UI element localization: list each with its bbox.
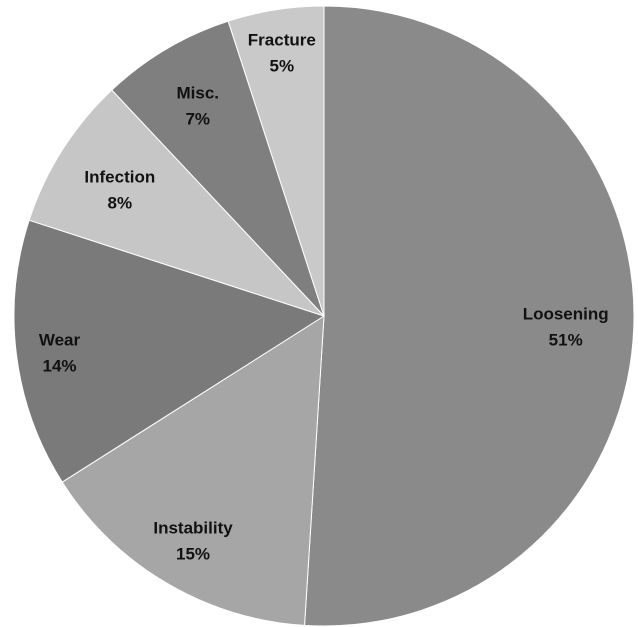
slice-name: Infection (84, 167, 155, 186)
pie-label-misc: Misc. 7% (176, 84, 219, 129)
pie-labels: Loosening 51% Instability 15% Wear 14% Infecti… (39, 31, 609, 564)
pie-slice-instability (61, 315, 325, 626)
slice-name: Wear (39, 330, 81, 349)
pie-label-infection: Infection 8% (84, 167, 155, 212)
pie-label-wear: Wear 14% (39, 330, 81, 375)
pie-slice-loosening (304, 5, 635, 627)
slice-percent: 5% (270, 57, 295, 76)
slice-percent: 7% (185, 110, 210, 129)
slice-name: Misc. (176, 84, 219, 103)
pie-slice-infection (28, 89, 325, 317)
slice-percent: 14% (42, 356, 76, 375)
slice-name: Instability (153, 518, 233, 537)
slice-percent: 8% (108, 193, 133, 212)
pie-slice-fracture (227, 5, 325, 317)
slice-percent: 51% (549, 331, 583, 350)
pie-label-loosening: Loosening 51% (523, 305, 609, 350)
pie-slices (13, 5, 635, 627)
slice-name: Loosening (523, 305, 609, 324)
slice-name: Fracture (248, 31, 316, 50)
pie-slice-wear (13, 219, 326, 483)
pie-label-fracture: Fracture 5% (248, 31, 316, 76)
pie-label-instability: Instability 15% (153, 518, 233, 563)
slice-percent: 15% (176, 544, 210, 563)
pie-slice-misc (111, 20, 325, 317)
